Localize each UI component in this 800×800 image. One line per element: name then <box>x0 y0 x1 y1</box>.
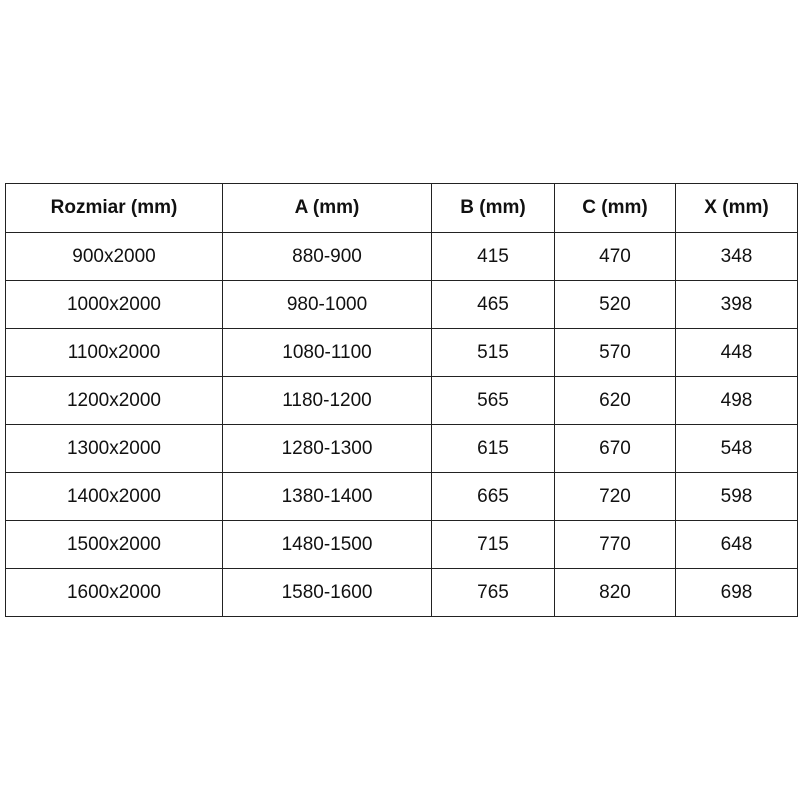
table-cell: 880-900 <box>222 232 432 281</box>
table-cell: 515 <box>431 328 555 377</box>
table-cell: 1580-1600 <box>222 568 432 617</box>
table-cell: 1480-1500 <box>222 520 432 569</box>
table-cell: 1400x2000 <box>5 472 223 521</box>
table-cell: 348 <box>675 232 798 281</box>
table-cell: 820 <box>554 568 676 617</box>
table-row: 1200x2000 1180-1200 565 620 498 <box>5 376 798 425</box>
table-cell: 398 <box>675 280 798 329</box>
column-header: B (mm) <box>431 183 555 233</box>
table-cell: 448 <box>675 328 798 377</box>
table-row: 1300x2000 1280-1300 615 670 548 <box>5 424 798 473</box>
column-header: Rozmiar (mm) <box>5 183 223 233</box>
table-cell: 665 <box>431 472 555 521</box>
table-cell: 648 <box>675 520 798 569</box>
table-cell: 765 <box>431 568 555 617</box>
table-cell: 470 <box>554 232 676 281</box>
table-cell: 620 <box>554 376 676 425</box>
table-cell: 670 <box>554 424 676 473</box>
table-cell: 980-1000 <box>222 280 432 329</box>
table-row: 1500x2000 1480-1500 715 770 648 <box>5 520 798 569</box>
table-cell: 1300x2000 <box>5 424 223 473</box>
table-cell: 1600x2000 <box>5 568 223 617</box>
table-cell: 1200x2000 <box>5 376 223 425</box>
table-cell: 520 <box>554 280 676 329</box>
table-cell: 498 <box>675 376 798 425</box>
table-cell: 615 <box>431 424 555 473</box>
table-cell: 698 <box>675 568 798 617</box>
table-cell: 715 <box>431 520 555 569</box>
table-cell: 1500x2000 <box>5 520 223 569</box>
column-header: C (mm) <box>554 183 676 233</box>
table-cell: 565 <box>431 376 555 425</box>
table-cell: 1080-1100 <box>222 328 432 377</box>
column-header: A (mm) <box>222 183 432 233</box>
table-cell: 770 <box>554 520 676 569</box>
header-row: Rozmiar (mm) A (mm) B (mm) C (mm) X (mm) <box>5 183 798 233</box>
table-cell: 720 <box>554 472 676 521</box>
table-cell: 1280-1300 <box>222 424 432 473</box>
table-row: 1100x2000 1080-1100 515 570 448 <box>5 328 798 377</box>
table-cell: 598 <box>675 472 798 521</box>
table-cell: 1180-1200 <box>222 376 432 425</box>
table-cell: 548 <box>675 424 798 473</box>
table-row: 1400x2000 1380-1400 665 720 598 <box>5 472 798 521</box>
table-cell: 1380-1400 <box>222 472 432 521</box>
table-cell: 1000x2000 <box>5 280 223 329</box>
table-cell: 1100x2000 <box>5 328 223 377</box>
dimensions-table: Rozmiar (mm) A (mm) B (mm) C (mm) X (mm) 900… <box>5 183 798 617</box>
table-cell: 900x2000 <box>5 232 223 281</box>
table-cell: 570 <box>554 328 676 377</box>
table-row: 1000x2000 980-1000 465 520 398 <box>5 280 798 329</box>
table-row: 900x2000 880-900 415 470 348 <box>5 232 798 281</box>
table-cell: 415 <box>431 232 555 281</box>
table-cell: 465 <box>431 280 555 329</box>
column-header: X (mm) <box>675 183 798 233</box>
table-row: 1600x2000 1580-1600 765 820 698 <box>5 568 798 617</box>
